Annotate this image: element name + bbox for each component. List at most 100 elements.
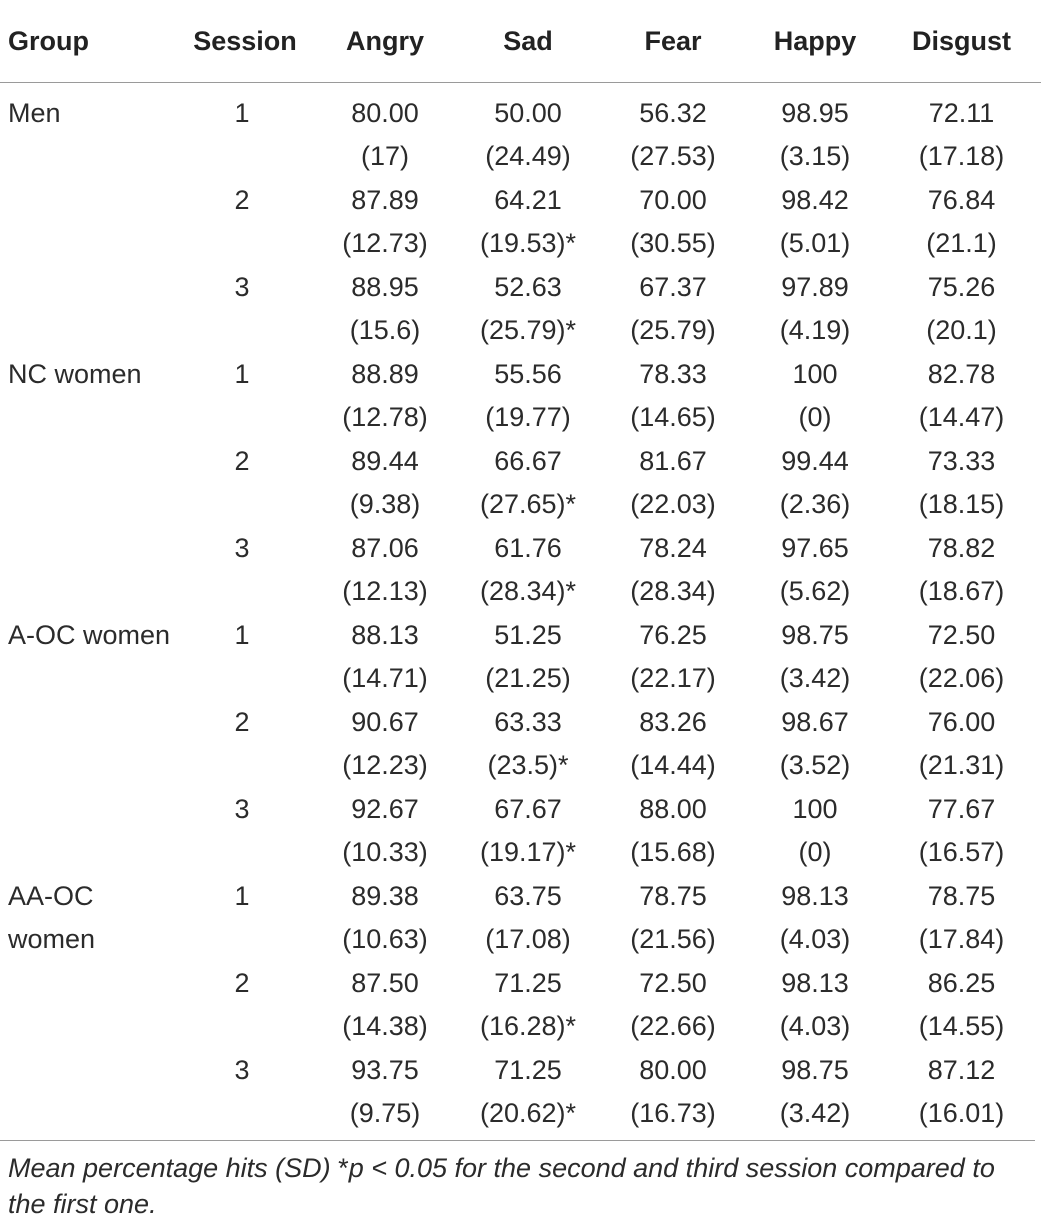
mean-value: 98.75 xyxy=(781,1055,849,1085)
sd-value: (14.65) xyxy=(630,402,716,432)
angry-cell: 87.06 (12.13) xyxy=(312,527,458,614)
session-cell: 2 xyxy=(234,185,250,215)
group-cell xyxy=(0,440,178,527)
group-cell xyxy=(0,266,178,353)
mean-value: 87.89 xyxy=(351,185,419,215)
group-cell: NC women xyxy=(8,359,142,389)
mean-value: 78.82 xyxy=(927,533,996,563)
sd-value: (27.65)* xyxy=(479,489,577,519)
fear-cell: 88.00 (15.68) xyxy=(598,788,748,875)
sd-value: (22.66) xyxy=(630,1011,716,1041)
mean-value: 78.24 xyxy=(639,533,707,563)
sad-cell: 52.63 (25.79)* xyxy=(458,266,598,353)
sd-value: (16.73) xyxy=(630,1098,716,1128)
sd-value: (20.62)* xyxy=(479,1098,577,1128)
sd-value: (5.62) xyxy=(779,576,851,606)
session-cell: 1 xyxy=(234,359,250,389)
angry-cell: 93.75 (9.75) xyxy=(312,1049,458,1141)
mean-value: 76.84 xyxy=(927,185,996,215)
session-cell: 1 xyxy=(234,620,250,650)
sad-cell: 71.25 (20.62)* xyxy=(458,1049,598,1141)
sd-value: (21.31) xyxy=(918,750,1005,780)
sd-value: (9.38) xyxy=(349,489,421,519)
mean-value: 87.50 xyxy=(351,968,419,998)
sd-value: (30.55) xyxy=(630,228,716,258)
sad-cell: 61.76 (28.34)* xyxy=(458,527,598,614)
sad-cell: 51.25 (21.25) xyxy=(458,614,598,701)
sd-value: (4.03) xyxy=(779,1011,851,1041)
mean-value: 87.12 xyxy=(927,1055,996,1085)
mean-value: 67.67 xyxy=(494,794,562,824)
column-header-fear: Fear xyxy=(598,0,748,83)
mean-value: 98.13 xyxy=(781,881,849,911)
angry-cell: 87.50 (14.38) xyxy=(312,962,458,1049)
mean-value: 78.75 xyxy=(927,881,996,911)
column-header-session: Session xyxy=(178,0,312,83)
mean-value: 97.89 xyxy=(781,272,849,302)
sd-value: (3.42) xyxy=(779,1098,851,1128)
sd-value: (3.52) xyxy=(779,750,851,780)
mean-value: 93.75 xyxy=(351,1055,419,1085)
sd-value: (12.13) xyxy=(342,576,428,606)
session-cell: 3 xyxy=(234,533,250,563)
disgust-cell: 86.25 (14.55) xyxy=(882,962,1041,1049)
sad-cell: 64.21 (19.53)* xyxy=(458,179,598,266)
mean-value: 50.00 xyxy=(494,98,562,128)
sd-value: (16.01) xyxy=(918,1098,1005,1128)
table-body: Men 1 80.00 (17) 50.00 (24.49) 56.32 (27.53) 98.… xyxy=(0,83,1041,1142)
angry-cell: 90.67 (12.23) xyxy=(312,701,458,788)
sd-value: (15.68) xyxy=(630,837,716,867)
sd-value: (21.25) xyxy=(485,663,571,693)
happy-cell: 99.44 (2.36) xyxy=(748,440,882,527)
table-row: 2 90.67 (12.23) 63.33 (23.5)* 83.26 (14.44) 98.… xyxy=(0,701,1041,788)
sd-value: (20.1) xyxy=(926,315,997,345)
sd-value: (3.42) xyxy=(779,663,851,693)
mean-value: 71.25 xyxy=(494,968,562,998)
fear-cell: 81.67 (22.03) xyxy=(598,440,748,527)
happy-cell: 97.65 (5.62) xyxy=(748,527,882,614)
group-cell xyxy=(0,179,178,266)
footnote-asterisk: * xyxy=(338,1153,349,1183)
sd-value: (17.08) xyxy=(485,924,571,954)
session-cell: 3 xyxy=(234,1055,250,1085)
table-row: 3 93.75 (9.75) 71.25 (20.62)* 80.00 (16.73) 98.… xyxy=(0,1049,1041,1141)
group-cell: A-OC women xyxy=(8,620,171,650)
happy-cell: 100 (0) xyxy=(748,353,882,440)
mean-value: 97.65 xyxy=(781,533,849,563)
angry-cell: 80.00 (17) xyxy=(312,83,458,180)
sd-value: (14.47) xyxy=(918,402,1005,432)
table-row: 2 87.89 (12.73) 64.21 (19.53)* 70.00 (30.55) 98… xyxy=(0,179,1041,266)
mean-value: 89.38 xyxy=(351,881,419,911)
column-header-sad: Sad xyxy=(458,0,598,83)
sd-value: (4.03) xyxy=(779,924,851,954)
happy-cell: 98.95 (3.15) xyxy=(748,83,882,180)
mean-value: 76.00 xyxy=(927,707,996,737)
disgust-cell: 73.33 (18.15) xyxy=(882,440,1041,527)
sd-value: (2.36) xyxy=(779,489,851,519)
disgust-cell: 77.67 (16.57) xyxy=(882,788,1041,875)
disgust-cell: 75.26 (20.1) xyxy=(882,266,1041,353)
sd-value: (19.53)* xyxy=(479,228,577,258)
fear-cell: 83.26 (14.44) xyxy=(598,701,748,788)
group-cell xyxy=(0,962,178,1049)
mean-value: 71.25 xyxy=(494,1055,562,1085)
sad-cell: 63.75 (17.08) xyxy=(458,875,598,962)
mean-value: 63.75 xyxy=(494,881,562,911)
sd-value: (14.44) xyxy=(630,750,716,780)
session-cell: 1 xyxy=(234,98,250,128)
fear-cell: 56.32 (27.53) xyxy=(598,83,748,180)
disgust-cell: 72.50 (22.06) xyxy=(882,614,1041,701)
group-cell xyxy=(0,788,178,875)
sd-value: (21.1) xyxy=(926,228,997,258)
disgust-cell: 78.82 (18.67) xyxy=(882,527,1041,614)
mean-value: 77.67 xyxy=(927,794,996,824)
angry-cell: 89.38 (10.63) xyxy=(312,875,458,962)
group-cell: Men xyxy=(8,98,61,128)
angry-cell: 88.13 (14.71) xyxy=(312,614,458,701)
mean-value: 63.33 xyxy=(494,707,562,737)
angry-cell: 88.95 (15.6) xyxy=(312,266,458,353)
sd-value: (16.57) xyxy=(918,837,1005,867)
angry-cell: 89.44 (9.38) xyxy=(312,440,458,527)
mean-value: 89.44 xyxy=(351,446,419,476)
